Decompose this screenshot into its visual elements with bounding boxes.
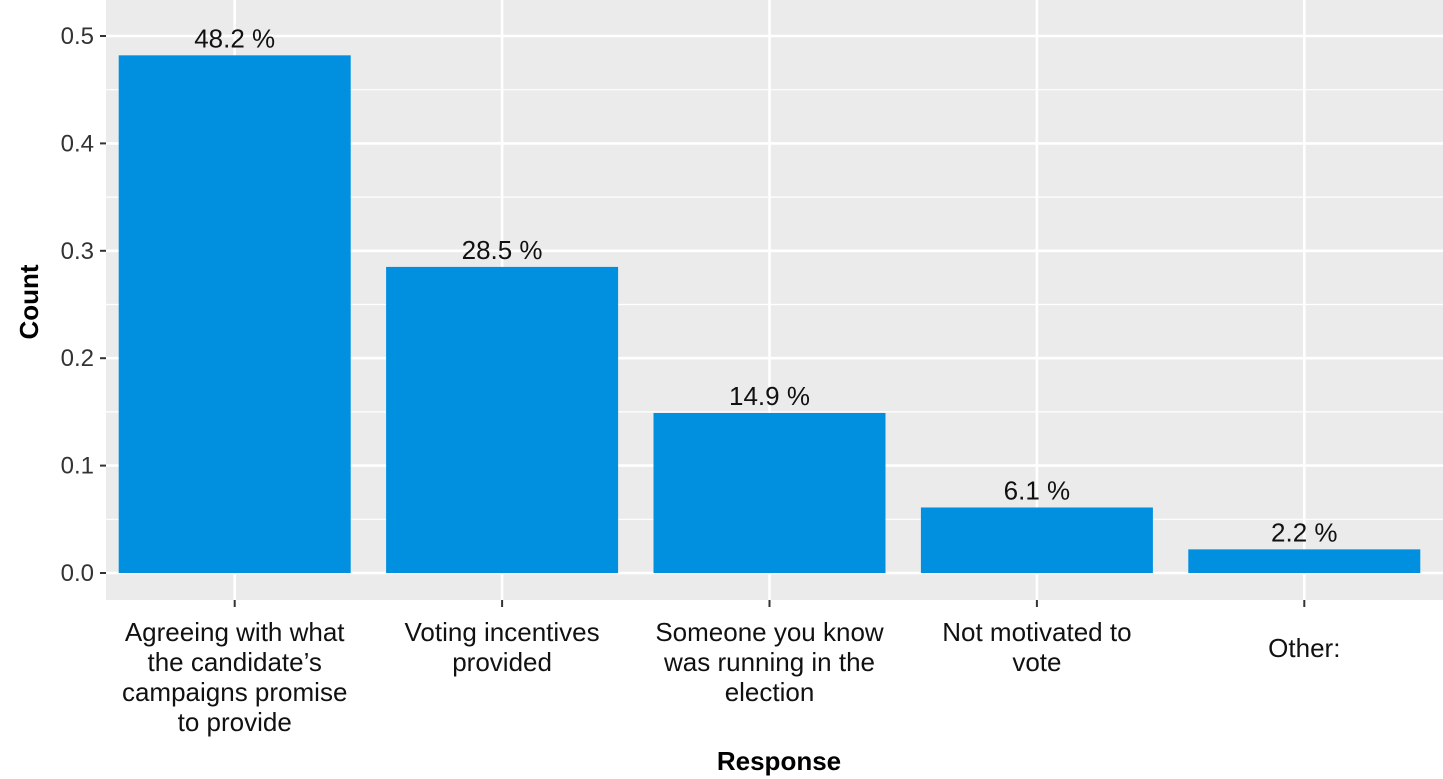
y-tick-label: 0.3 [61, 238, 94, 265]
x-tick-label-line: Agreeing with what [125, 617, 345, 647]
x-tick-label-line: Someone you know [655, 617, 884, 647]
y-tick-label: 0.0 [61, 560, 94, 587]
bar [118, 55, 351, 573]
bars [118, 55, 1421, 573]
x-tick-label-line: Not motivated to [942, 617, 1131, 647]
y-tick-label: 0.4 [61, 130, 94, 157]
data-label: 28.5 % [462, 235, 543, 265]
x-tick-label: Agreeing with what the candidate’s campaig… [122, 617, 347, 737]
bar [1188, 549, 1421, 573]
x-axis: Agreeing with what the candidate’s campaig… [122, 600, 1340, 737]
bar [386, 266, 619, 573]
x-tick-label-line: election [725, 677, 815, 707]
data-label: 14.9 % [729, 381, 810, 411]
data-label: 6.1 % [1004, 475, 1071, 505]
bar [653, 412, 886, 573]
x-tick-label: Someone you know was running in the electi… [655, 617, 884, 707]
data-labels: 48.2 % 28.5 % 14.9 % 6.1 % 2.2 % [194, 23, 1337, 547]
x-tick-label-line: campaigns promise [122, 677, 347, 707]
x-tick-label-line: Voting incentives [405, 617, 600, 647]
x-tick-label: Voting incentives provided [405, 617, 600, 677]
y-axis-title: Count [14, 264, 44, 339]
x-tick-label: Not motivated to vote [942, 617, 1131, 677]
x-tick-label-line: provided [452, 647, 552, 677]
y-tick-label: 0.5 [61, 23, 94, 50]
x-tick-label-line: Other: [1268, 633, 1340, 663]
y-tick-label: 0.2 [61, 345, 94, 372]
y-tick-label: 0.1 [61, 453, 94, 480]
x-tick-label-line: vote [1012, 647, 1061, 677]
bar [920, 507, 1153, 573]
x-axis-title: Response [717, 746, 841, 776]
data-label: 2.2 % [1271, 517, 1338, 547]
x-tick-label: Other: [1268, 633, 1340, 663]
y-axis: 0.0 0.1 0.2 0.3 0.4 0.5 [61, 23, 106, 587]
x-tick-label-line: to provide [178, 707, 292, 737]
x-tick-label-line: was running in the [663, 647, 875, 677]
x-tick-label-line: the candidate’s [147, 647, 321, 677]
data-label: 48.2 % [194, 23, 275, 53]
